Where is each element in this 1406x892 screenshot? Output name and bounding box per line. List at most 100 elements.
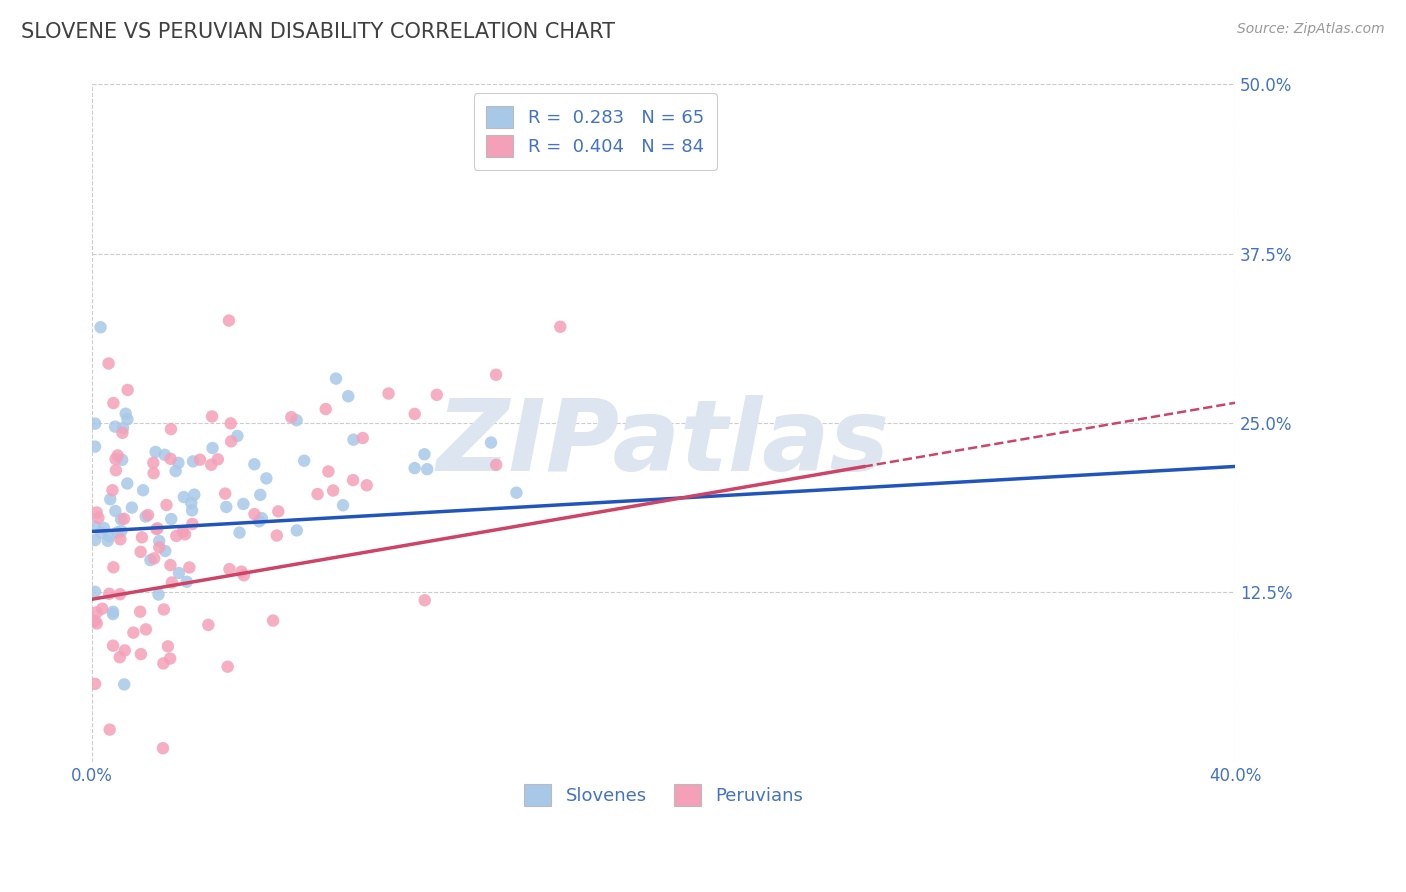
Point bbox=[174, 527, 197, 541]
Point bbox=[148, 541, 170, 555]
Point bbox=[148, 534, 170, 549]
Point bbox=[176, 574, 198, 589]
Point bbox=[148, 588, 170, 602]
Point bbox=[173, 490, 195, 504]
Point bbox=[416, 462, 439, 476]
Point bbox=[98, 587, 121, 601]
Point bbox=[104, 504, 127, 518]
Point bbox=[165, 464, 187, 478]
Point bbox=[292, 453, 315, 467]
Point bbox=[550, 319, 572, 334]
Point bbox=[181, 503, 204, 517]
Point bbox=[181, 454, 204, 468]
Point bbox=[122, 625, 145, 640]
Point bbox=[84, 614, 107, 628]
Point bbox=[101, 639, 124, 653]
Point bbox=[352, 431, 374, 445]
Point bbox=[142, 456, 165, 470]
Point bbox=[167, 566, 190, 580]
Point bbox=[413, 593, 436, 607]
Point bbox=[132, 483, 155, 498]
Point bbox=[377, 386, 399, 401]
Point bbox=[110, 512, 132, 526]
Point bbox=[84, 440, 107, 454]
Point bbox=[114, 643, 136, 657]
Point bbox=[322, 483, 344, 498]
Point bbox=[84, 677, 107, 691]
Point bbox=[90, 320, 112, 334]
Point bbox=[145, 522, 167, 536]
Point bbox=[101, 607, 124, 621]
Point bbox=[342, 473, 364, 487]
Point bbox=[84, 533, 107, 547]
Point bbox=[114, 407, 136, 421]
Point bbox=[112, 677, 135, 691]
Point bbox=[84, 417, 107, 431]
Point bbox=[152, 741, 174, 756]
Point bbox=[215, 500, 238, 514]
Point bbox=[111, 453, 134, 467]
Point bbox=[356, 478, 378, 492]
Point bbox=[121, 500, 143, 515]
Point bbox=[98, 492, 121, 507]
Point bbox=[112, 421, 135, 435]
Point bbox=[97, 533, 120, 548]
Point bbox=[243, 507, 266, 521]
Point bbox=[135, 509, 157, 524]
Point bbox=[247, 514, 270, 528]
Point bbox=[135, 623, 157, 637]
Point bbox=[131, 530, 153, 544]
Point bbox=[136, 508, 159, 522]
Point bbox=[97, 356, 120, 370]
Point bbox=[110, 533, 132, 547]
Point bbox=[219, 434, 242, 449]
Point bbox=[160, 512, 183, 526]
Point bbox=[404, 461, 426, 475]
Point bbox=[201, 441, 224, 455]
Point bbox=[250, 511, 273, 525]
Point bbox=[91, 601, 114, 615]
Point bbox=[254, 471, 277, 485]
Text: SLOVENE VS PERUVIAN DISABILITY CORRELATION CHART: SLOVENE VS PERUVIAN DISABILITY CORRELATI… bbox=[21, 22, 614, 42]
Point bbox=[104, 419, 127, 434]
Point bbox=[485, 458, 508, 472]
Point bbox=[217, 659, 239, 673]
Point bbox=[86, 616, 108, 631]
Point bbox=[108, 650, 131, 665]
Point bbox=[156, 640, 179, 654]
Point bbox=[152, 657, 174, 671]
Point bbox=[155, 498, 177, 512]
Point bbox=[332, 498, 354, 512]
Point bbox=[181, 516, 204, 531]
Point bbox=[129, 545, 152, 559]
Point bbox=[183, 488, 205, 502]
Point bbox=[172, 524, 194, 539]
Point bbox=[146, 521, 169, 535]
Text: Source: ZipAtlas.com: Source: ZipAtlas.com bbox=[1237, 22, 1385, 37]
Point bbox=[155, 544, 177, 558]
Point bbox=[404, 407, 426, 421]
Point bbox=[129, 647, 152, 661]
Point bbox=[159, 651, 181, 665]
Point bbox=[318, 465, 340, 479]
Point bbox=[98, 529, 121, 543]
Point bbox=[315, 402, 337, 417]
Point bbox=[98, 723, 121, 737]
Point bbox=[267, 504, 290, 518]
Point bbox=[228, 525, 250, 540]
Point bbox=[200, 458, 222, 472]
Point bbox=[159, 451, 181, 466]
Point bbox=[197, 618, 219, 632]
Point bbox=[104, 452, 127, 467]
Point bbox=[87, 511, 110, 525]
Point bbox=[218, 313, 240, 327]
Point bbox=[142, 467, 165, 481]
Point bbox=[325, 371, 347, 385]
Text: ZIPatlas: ZIPatlas bbox=[437, 395, 890, 491]
Point bbox=[249, 488, 271, 502]
Point bbox=[231, 565, 253, 579]
Point bbox=[160, 575, 183, 590]
Point bbox=[112, 512, 135, 526]
Point bbox=[337, 389, 360, 403]
Point bbox=[117, 412, 139, 426]
